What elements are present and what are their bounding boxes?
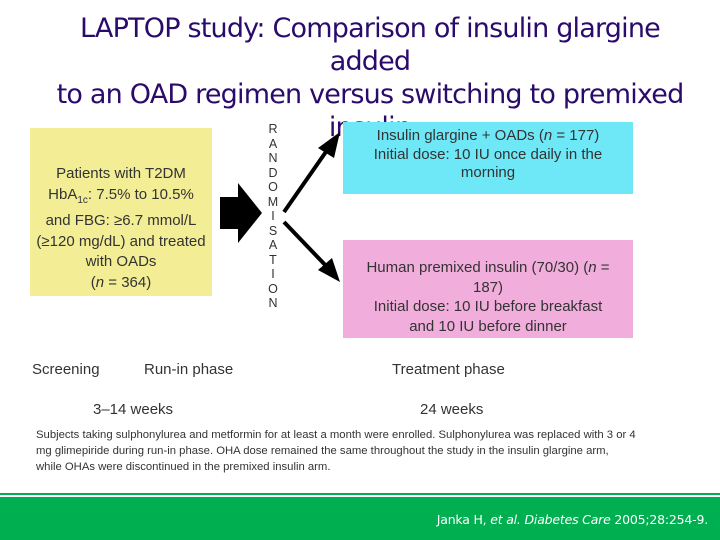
randomise-letter: M — [267, 194, 279, 209]
title-line-1: LAPTOP study: Comparison of insulin glar… — [80, 13, 661, 77]
premixed-arm-label: Human premixed insulin (70/30) ( — [366, 259, 589, 276]
n-label: n — [588, 259, 597, 276]
n-value: = 364) — [104, 273, 152, 291]
citation-etal: et al. — [490, 512, 521, 527]
premixed-line-2: 187) — [472, 278, 504, 296]
patients-line-5: with OADs — [85, 253, 157, 270]
premixed-line-4: and 10 IU before dinner — [409, 317, 567, 335]
hba1c-subscript: 1c — [77, 194, 88, 206]
glargine-arm-box: Insulin glargine + OADs (n = 177) Initia… — [343, 122, 633, 194]
premixed-line-1: Human premixed insulin (70/30) (n = — [343, 258, 633, 278]
run-in-duration: 3–14 weeks — [93, 401, 174, 418]
randomise-letter: D — [268, 165, 278, 180]
slide-title: LAPTOP study: Comparison of insulin glar… — [40, 12, 700, 144]
right-arrow-icon — [220, 183, 262, 243]
randomise-letter: T — [269, 252, 277, 267]
footnote: Subjects taking sulphonylurea and metfor… — [36, 429, 636, 473]
randomise-letter: I — [271, 267, 275, 281]
patients-line-4: (≥120 mg/dL) and treated — [36, 232, 206, 250]
citation: Janka H, et al. Diabetes Care 2005;28:25… — [437, 512, 708, 527]
randomise-letter: O — [268, 180, 278, 194]
randomise-letter: N — [268, 296, 278, 310]
randomise-letter: O — [268, 281, 278, 296]
n-label: n — [95, 273, 105, 291]
patients-line-3: and FBG: ≥6.7 mmol/L — [45, 212, 197, 229]
randomise-letter: N — [268, 151, 278, 165]
arrow-down-right-icon — [282, 220, 340, 282]
accent-line — [0, 493, 720, 495]
treatment-phase-label: Treatment phase — [392, 361, 505, 378]
patients-n-line: (n = 364) — [30, 273, 212, 294]
run-in-phase-label: Run-in phase — [144, 361, 234, 378]
glargine-arm-label: Insulin glargine + OADs ( — [376, 127, 544, 144]
treatment-duration: 24 weeks — [420, 401, 484, 418]
n-label: n — [543, 127, 553, 144]
premixed-line-3: Initial dose: 10 IU before breakfast — [373, 298, 603, 315]
hba1c-prefix: HbA — [48, 185, 78, 203]
patients-hba1c-line: HbA1c: 7.5% to 10.5% — [30, 185, 212, 212]
screening-label: Screening — [32, 361, 100, 378]
hba1c-range: : 7.5% to 10.5% — [87, 185, 194, 203]
randomise-letter: S — [268, 223, 278, 238]
diagonal-arrows — [282, 132, 340, 282]
n-open-paren: ( — [90, 273, 96, 291]
citation-ref: 2005;28:254-9. — [610, 512, 708, 527]
randomise-letter: R — [268, 122, 278, 136]
patients-line-1: Patients with T2DM — [56, 165, 186, 182]
glargine-n-value: = 177) — [552, 127, 600, 144]
footer-bar — [0, 497, 720, 540]
randomise-letter: I — [271, 209, 275, 223]
citation-journal: Diabetes Care — [524, 512, 611, 527]
randomise-letter: A — [268, 238, 278, 252]
citation-authors: Janka H, — [436, 512, 491, 527]
glargine-line-2: Initial dose: 10 IU once daily in the — [373, 145, 603, 163]
glargine-line-3: morning — [460, 164, 516, 181]
glargine-line-1: Insulin glargine + OADs (n = 177) — [343, 127, 633, 146]
randomisation-label: R A N D O M I S A T I O N — [262, 122, 284, 332]
patients-box: Patients with T2DM HbA1c: 7.5% to 10.5% … — [30, 128, 212, 296]
title-line-2: to an OAD regimen versus switching to pr… — [56, 79, 685, 110]
premixed-arm-box: Human premixed insulin (70/30) (n = 187)… — [343, 240, 633, 338]
randomise-letter: A — [268, 136, 278, 151]
arrow-up-right-icon — [282, 132, 340, 214]
premixed-n-eq: = — [596, 259, 610, 276]
